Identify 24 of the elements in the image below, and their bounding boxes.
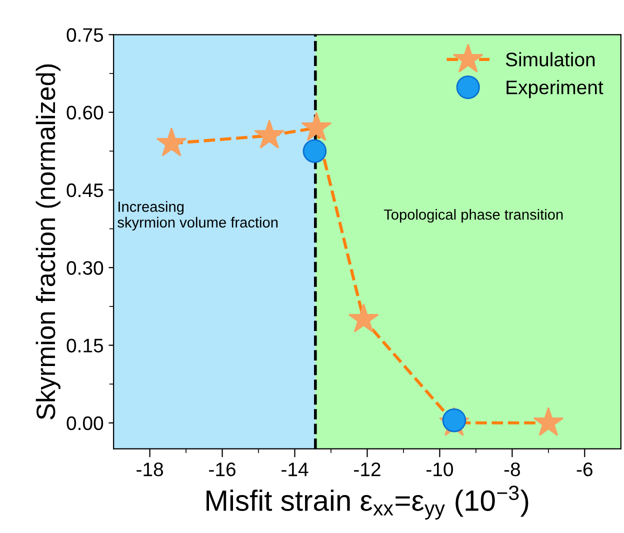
y-tick-label: 0.45	[66, 183, 104, 198]
y-tick-label: 0.75	[66, 28, 104, 42]
y-tick-label: 0.00	[66, 416, 104, 430]
y-tick-label: 0.60	[66, 106, 104, 120]
x-tick-label: -18	[136, 462, 164, 476]
x-axis-title: Misfit strain ε$_{xx}$=ε$_{yy}$ (10$^{−3}$)	[206, 486, 528, 520]
x-tick-label: -10	[426, 462, 453, 476]
point	[301, 112, 332, 141]
x-tick-label: -6	[576, 462, 592, 476]
band-label: Topological phase transition	[384, 209, 563, 223]
y-axis-title: Skyrmion fraction (normalized)	[36, 64, 60, 420]
band-label: Increasing skyrmion volume fraction	[118, 201, 278, 230]
point	[348, 303, 379, 332]
x-tick-label: -12	[354, 462, 380, 476]
x-tick-label: -16	[209, 462, 236, 476]
y-tick-label: 0.15	[66, 338, 104, 352]
x-tick-label: -8	[504, 462, 520, 476]
legend-label: Experiment	[506, 80, 604, 98]
point	[156, 127, 187, 156]
legend-label: Simulation	[506, 52, 595, 66]
point	[254, 120, 285, 149]
point	[533, 406, 564, 436]
x-tick-label: -14	[282, 462, 308, 476]
y-tick-label: 0.30	[66, 261, 104, 275]
